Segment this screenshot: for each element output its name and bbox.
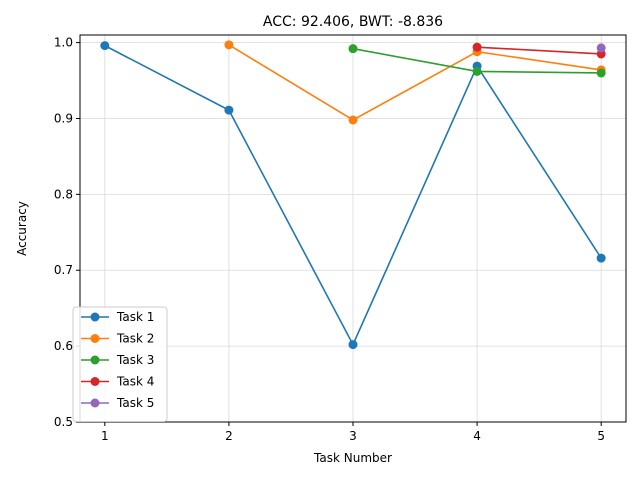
legend-label: Task 4 xyxy=(116,375,154,389)
data-point xyxy=(348,115,358,125)
series-layer xyxy=(100,40,606,350)
legend-item: Task 3 xyxy=(81,353,154,367)
data-point xyxy=(224,40,234,50)
legend: Task 1 Task 2 Task 3 Task 4 Task 5 xyxy=(72,306,168,422)
legend-marker xyxy=(90,355,100,365)
data-point xyxy=(596,68,606,78)
legend-label: Task 5 xyxy=(116,396,154,410)
legend-item: Task 5 xyxy=(81,396,154,410)
legend-item: Task 4 xyxy=(81,375,154,389)
y-tick-label: 0.9 xyxy=(54,111,73,125)
x-tick-label: 4 xyxy=(473,429,481,443)
series-task-1 xyxy=(100,41,606,350)
legend-marker xyxy=(90,377,100,386)
series-task-5 xyxy=(596,43,606,53)
legend-marker xyxy=(90,398,100,408)
y-tick-label: 1.0 xyxy=(54,36,73,50)
x-tick-label: 1 xyxy=(101,429,109,443)
x-tick-label: 5 xyxy=(597,429,605,443)
chart-title: ACC: 92.406, BWT: -8.836 xyxy=(263,14,443,30)
ticks: 1 2 3 4 5 0.5 0.6 0.7 0.8 0.9 1.0 xyxy=(54,36,605,443)
legend-item: Task 2 xyxy=(81,332,154,346)
y-axis-label: Accuracy xyxy=(15,201,29,256)
data-point xyxy=(348,44,358,54)
series-task-4 xyxy=(472,42,606,59)
series-task-2 xyxy=(224,40,606,125)
x-axis-label: Task Number xyxy=(313,451,392,465)
legend-marker xyxy=(90,312,100,322)
series-line xyxy=(228,44,602,121)
data-point xyxy=(596,43,606,53)
data-point xyxy=(348,340,358,350)
data-point xyxy=(472,42,482,52)
legend-label: Task 1 xyxy=(116,310,154,324)
y-tick-label: 0.5 xyxy=(54,415,73,429)
legend-label: Task 2 xyxy=(116,332,154,346)
data-point xyxy=(224,105,234,115)
y-tick-label: 0.6 xyxy=(54,339,73,353)
legend-item: Task 1 xyxy=(81,310,154,324)
legend-marker xyxy=(90,334,100,343)
data-point xyxy=(100,41,110,51)
x-tick-label: 2 xyxy=(225,429,233,443)
x-tick-label: 3 xyxy=(349,429,357,443)
series-line xyxy=(477,46,602,55)
data-point xyxy=(472,66,482,76)
y-tick-label: 0.7 xyxy=(54,263,73,277)
legend-label: Task 3 xyxy=(116,353,154,367)
y-tick-label: 0.8 xyxy=(54,187,73,201)
data-point xyxy=(596,253,606,263)
series-task-3 xyxy=(348,44,606,78)
